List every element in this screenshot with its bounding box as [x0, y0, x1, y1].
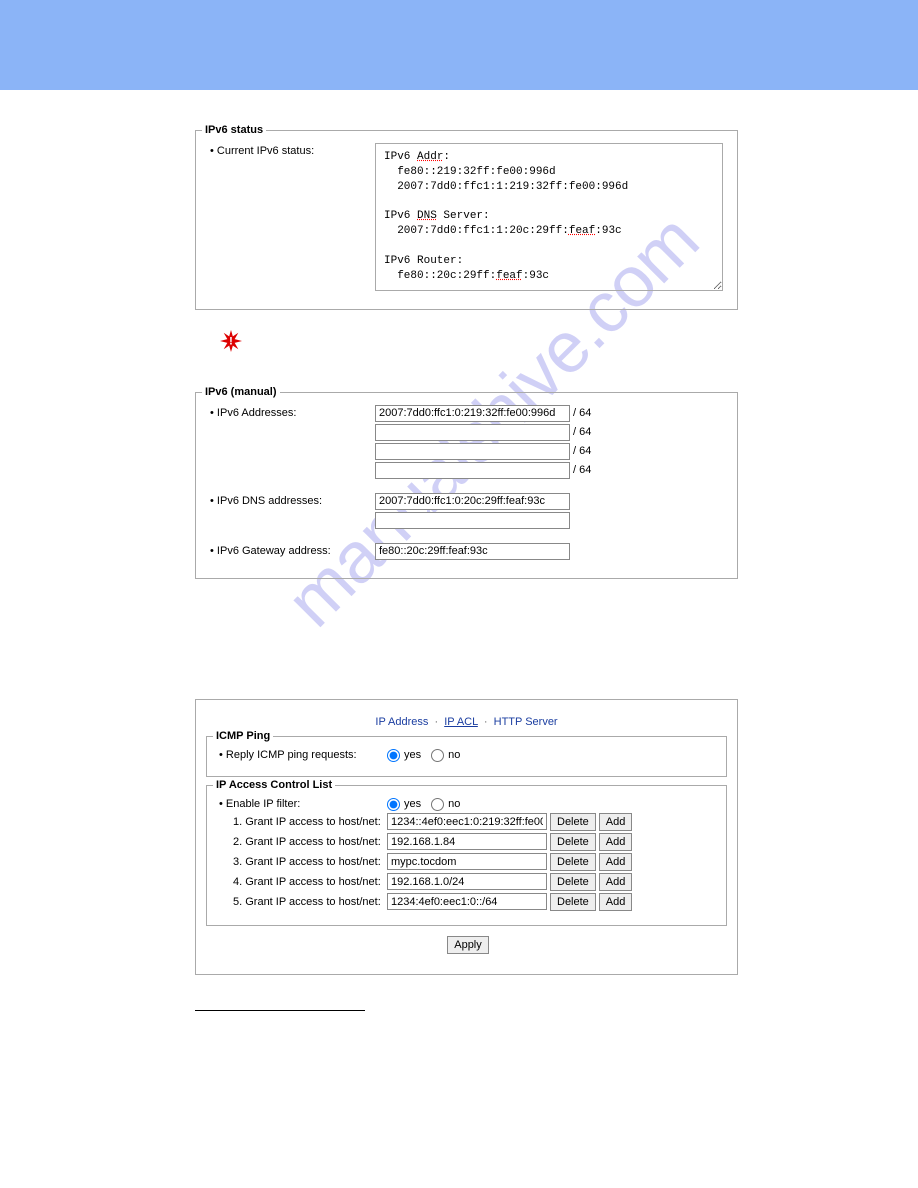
- acl-host-input[interactable]: [387, 853, 547, 870]
- ipv6-address-input[interactable]: [375, 424, 570, 441]
- enable-ip-filter-label: Enable IP filter:: [219, 798, 387, 810]
- header-bar: [0, 0, 918, 90]
- ipv6-status-panel: IPv6 status Current IPv6 status: IPv6 Ad…: [195, 130, 738, 310]
- warning-burst-icon: !: [220, 330, 242, 352]
- apply-button[interactable]: Apply: [447, 936, 489, 954]
- ipv6-status-title: IPv6 status: [202, 124, 266, 136]
- ipv6-addresses-label: IPv6 Addresses:: [210, 405, 375, 419]
- add-button[interactable]: Add: [599, 833, 633, 851]
- delete-button[interactable]: Delete: [550, 853, 596, 871]
- ipfilter-yes-radio[interactable]: [387, 798, 400, 811]
- prefix-suffix: / 64: [573, 464, 591, 476]
- ipfilter-yes-label: yes: [404, 798, 421, 810]
- delete-button[interactable]: Delete: [550, 833, 596, 851]
- ipv6-dns-input[interactable]: [375, 493, 570, 510]
- current-ipv6-status-label: Current IPv6 status:: [210, 143, 375, 157]
- icmp-ping-title: ICMP Ping: [213, 730, 273, 742]
- icmp-no-radio[interactable]: [431, 749, 444, 762]
- ipfilter-no-radio[interactable]: [431, 798, 444, 811]
- prefix-suffix: / 64: [573, 426, 591, 438]
- nav-http-server[interactable]: HTTP Server: [494, 716, 558, 728]
- delete-button[interactable]: Delete: [550, 813, 596, 831]
- acl-row-label: 5. Grant IP access to host/net:: [219, 896, 387, 908]
- ipv6-address-input[interactable]: [375, 405, 570, 422]
- nav-ip-acl[interactable]: IP ACL: [444, 716, 478, 728]
- ipv6-gateway-input[interactable]: [375, 543, 570, 560]
- ip-acl-panel: IP Address · IP ACL · HTTP Server ICMP P…: [195, 699, 738, 975]
- acl-host-input[interactable]: [387, 813, 547, 830]
- acl-host-input[interactable]: [387, 893, 547, 910]
- warning-note: !: [220, 330, 738, 352]
- acl-host-input[interactable]: [387, 873, 547, 890]
- ip-acl-inner-panel: IP Access Control List Enable IP filter:…: [206, 785, 727, 926]
- icmp-no-label: no: [448, 749, 460, 761]
- nav-sep: ·: [434, 716, 438, 728]
- acl-row-label: 1. Grant IP access to host/net:: [219, 816, 387, 828]
- ipv6-manual-title: IPv6 (manual): [202, 386, 280, 398]
- nav-ip-address[interactable]: IP Address: [375, 716, 428, 728]
- ip-acl-title: IP Access Control List: [213, 779, 335, 791]
- icmp-yes-radio[interactable]: [387, 749, 400, 762]
- ipv6-address-input[interactable]: [375, 443, 570, 460]
- add-button[interactable]: Add: [599, 853, 633, 871]
- acl-row-label: 4. Grant IP access to host/net:: [219, 876, 387, 888]
- add-button[interactable]: Add: [599, 893, 633, 911]
- ipv6-address-input[interactable]: [375, 462, 570, 479]
- ipv6-manual-panel: IPv6 (manual) IPv6 Addresses: / 64/ 64/ …: [195, 392, 738, 579]
- nav-links: IP Address · IP ACL · HTTP Server: [206, 708, 727, 728]
- svg-text:!: !: [229, 335, 233, 347]
- ipv6-dns-label: IPv6 DNS addresses:: [210, 493, 375, 507]
- delete-button[interactable]: Delete: [550, 873, 596, 891]
- prefix-suffix: / 64: [573, 407, 591, 419]
- delete-button[interactable]: Delete: [550, 893, 596, 911]
- add-button[interactable]: Add: [599, 813, 633, 831]
- add-button[interactable]: Add: [599, 873, 633, 891]
- ipv6-dns-input[interactable]: [375, 512, 570, 529]
- ipv6-status-textarea: IPv6 Addr: fe80::219:32ff:fe00:996d 2007…: [375, 143, 723, 291]
- icmp-ping-panel: ICMP Ping Reply ICMP ping requests: yes …: [206, 736, 727, 777]
- ipfilter-no-label: no: [448, 798, 460, 810]
- icmp-yes-label: yes: [404, 749, 421, 761]
- prefix-suffix: / 64: [573, 445, 591, 457]
- footer-line: [195, 1010, 365, 1011]
- acl-host-input[interactable]: [387, 833, 547, 850]
- acl-row-label: 3. Grant IP access to host/net:: [219, 856, 387, 868]
- reply-icmp-label: Reply ICMP ping requests:: [219, 749, 387, 761]
- ipv6-gateway-label: IPv6 Gateway address:: [210, 543, 375, 557]
- acl-row-label: 2. Grant IP access to host/net:: [219, 836, 387, 848]
- nav-sep: ·: [484, 716, 488, 728]
